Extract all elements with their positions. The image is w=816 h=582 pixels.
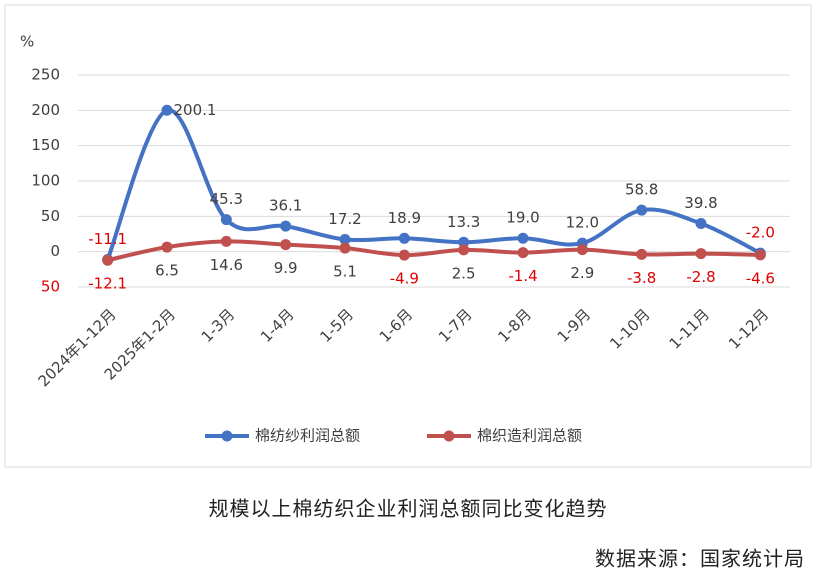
data-point [102,254,114,266]
data-label: 39.8 [684,194,717,212]
data-label: 14.6 [210,256,243,274]
x-tick-label: 1-10月 [606,305,653,352]
data-label: 2.5 [452,264,476,282]
data-point [636,204,648,216]
data-label: 45.3 [210,190,243,208]
data-point [517,232,529,244]
y-tick-label: 50 [41,207,60,225]
legend-marker [443,430,455,442]
data-point [339,242,351,254]
data-label: -2.8 [686,268,715,286]
x-tick-label: 1-11月 [666,305,713,352]
data-label: -2.0 [746,224,775,242]
data-label: -11.1 [88,230,127,248]
legend-marker [221,430,233,442]
data-label: 19.0 [506,209,539,227]
y-tick-label: 50 [41,278,60,296]
legend-label: 棉纺纱利润总额 [255,427,360,445]
series-line [105,108,762,261]
x-tick-label: 1-5月 [316,305,357,346]
y-tick-label: 100 [31,172,60,190]
x-tick-label: 1-9月 [554,305,595,346]
data-point [398,232,410,244]
data-point [458,244,470,256]
data-point [220,235,232,247]
data-point [161,104,173,116]
data-label: 200.1 [174,101,217,119]
data-point [161,241,173,253]
data-point [280,239,292,251]
legend-label: 棉织造利润总额 [477,427,582,445]
x-tick-label: 1-12月 [725,305,772,352]
data-point [576,244,588,256]
data-point [517,247,529,259]
data-point [695,218,707,230]
x-tick-label: 1-4月 [257,305,298,346]
data-label: 18.9 [388,209,421,227]
data-label: 6.5 [155,262,179,280]
data-label: 13.3 [447,213,480,231]
data-label: 2.9 [570,264,594,282]
data-label: -4.6 [746,269,775,287]
data-label: 5.1 [333,263,357,281]
data-label: -3.8 [627,269,656,287]
x-tick-label: 1-8月 [494,305,535,346]
data-label: 9.9 [274,259,298,277]
chart-title: 规模以上棉纺织企业利润总额同比变化趋势 [209,497,608,521]
series-line [107,239,761,263]
data-label: 36.1 [269,197,302,215]
data-point [339,234,351,246]
data-point [636,248,648,260]
data-label: -4.9 [390,270,419,288]
data-label: 17.2 [328,210,361,228]
data-point [398,249,410,261]
data-label: -1.4 [508,267,537,285]
data-point [695,248,707,260]
data-label: 58.8 [625,181,658,199]
x-tick-label: 1-6月 [376,305,417,346]
y-tick-label: 200 [31,101,60,119]
data-point [458,236,470,248]
y-tick-label: 0 [50,242,60,260]
data-label: 12.0 [566,214,599,232]
x-tick-label: 1-7月 [435,305,476,346]
data-point [754,249,766,261]
chart-frame [4,4,812,468]
unit-label: % [20,33,34,51]
x-tick-label: 1-3月 [198,305,239,346]
data-label: -12.1 [88,275,127,293]
y-tick-label: 150 [31,136,60,154]
data-point [220,214,232,226]
data-point [280,220,292,232]
y-tick-label: 250 [31,66,60,84]
source-note: 数据来源：国家统计局 [595,547,805,571]
